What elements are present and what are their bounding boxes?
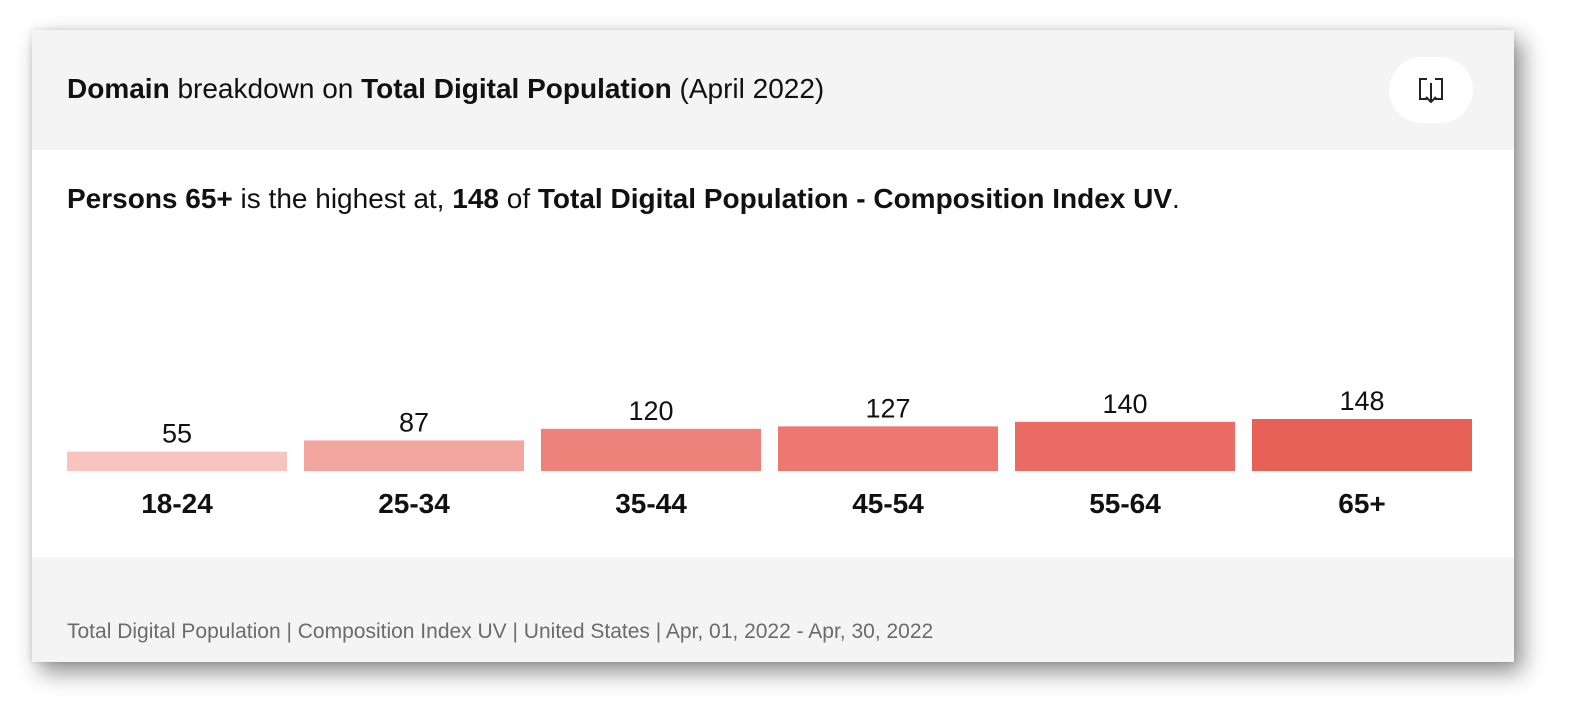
category-label-45-54: 45-54 [852,488,924,519]
bar-65+[interactable] [1252,419,1472,471]
data-label-45-54: 127 [865,393,910,423]
title-domain: Domain [67,73,170,104]
footer-caption: Total Digital Population | Composition I… [67,620,934,643]
insight-text: Persons 65+ is the highest at, 148 of To… [67,182,1180,216]
data-label-55-64: 140 [1102,389,1147,419]
insight-connector: is the highest at, [232,183,453,214]
category-label-35-44: 35-44 [615,488,687,519]
bar-chart: 55 18-24 87 25-34 120 35-44 127 45-54 140 55-64 14… [67,386,1472,519]
bar-25-34[interactable] [304,440,524,471]
category-label-25-34: 25-34 [378,488,450,519]
insight-metric: Total Digital Population - Composition I… [537,183,1173,214]
card-title: Domain breakdown on Total Digital Popula… [67,72,824,106]
bar-55-64[interactable] [1015,421,1235,471]
title-period: (April 2022) [671,73,825,104]
data-label-18-24: 55 [162,419,192,449]
insight-of: of [498,183,538,214]
data-label-35-44: 120 [628,396,673,426]
title-population: Total Digital Population [361,73,672,104]
title-breakdown-on: breakdown on [169,73,362,104]
bar-35-44[interactable] [541,428,761,471]
chart-area: 55 18-24 87 25-34 120 35-44 127 45-54 140 55-64 14… [32,260,1514,560]
insight-value: 148 [452,183,499,214]
card-header: Domain breakdown on Total Digital Popula… [32,30,1514,150]
category-label-65+: 65+ [1338,488,1386,519]
bar-45-54[interactable] [778,426,998,471]
insight-period-mark: . [1172,183,1180,214]
data-label-65+: 148 [1339,386,1384,416]
chart-card: Domain breakdown on Total Digital Popula… [32,30,1514,662]
category-label-55-64: 55-64 [1089,488,1161,519]
download-icon [1419,78,1443,104]
category-label-18-24: 18-24 [141,488,213,519]
bar-18-24[interactable] [67,451,287,471]
download-button[interactable] [1389,57,1473,123]
card-footer: Total Digital Population | Composition I… [32,557,1514,662]
data-label-25-34: 87 [399,407,429,437]
insight-segment: Persons 65+ [67,183,233,214]
